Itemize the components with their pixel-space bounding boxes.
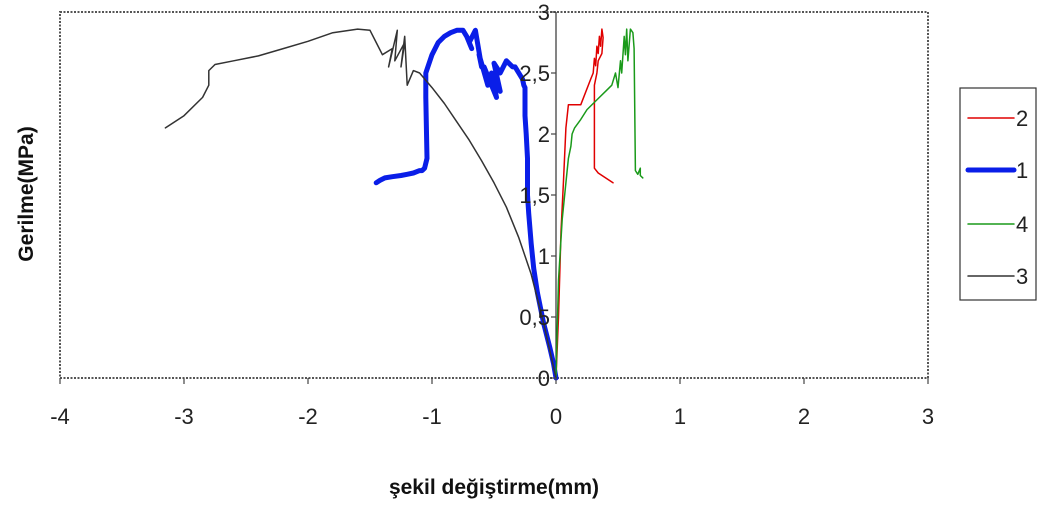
x-tick-label: -2 [298, 404, 318, 429]
x-tick-label: 2 [798, 404, 810, 429]
x-tick-label: 0 [550, 404, 562, 429]
y-tick-label: 1,5 [519, 183, 550, 208]
y-tick-label: 1 [538, 244, 550, 269]
legend: 2 1 4 3 [965, 106, 1028, 289]
x-tick-label: -1 [422, 404, 442, 429]
x-tick-label: -4 [50, 404, 70, 429]
series-line-2 [555, 28, 614, 379]
series-line-3 [164, 28, 557, 379]
legend-label-2: 2 [1016, 106, 1028, 131]
x-axis-title: şekil değiştirme(mm) [389, 476, 599, 499]
legend-box [959, 87, 1037, 301]
legend-label-4: 4 [1016, 212, 1028, 237]
y-tick-label: 3 [538, 0, 550, 25]
series-line-1 [373, 27, 559, 381]
y-tick-label: 2 [538, 122, 550, 147]
x-tick-label: -3 [174, 404, 194, 429]
x-tick-label: 1 [674, 404, 686, 429]
legend-label-3: 3 [1016, 264, 1028, 289]
y-tick-label: 0,5 [519, 305, 550, 330]
y-tick-label: 0 [538, 366, 550, 391]
x-tick-label: 3 [922, 404, 934, 429]
series-line-4 [555, 28, 644, 379]
y-axis-title: Gerilme(MPa) [15, 126, 38, 261]
y-tick-label: 2,5 [519, 61, 550, 86]
legend-label-1: 1 [1016, 158, 1028, 183]
